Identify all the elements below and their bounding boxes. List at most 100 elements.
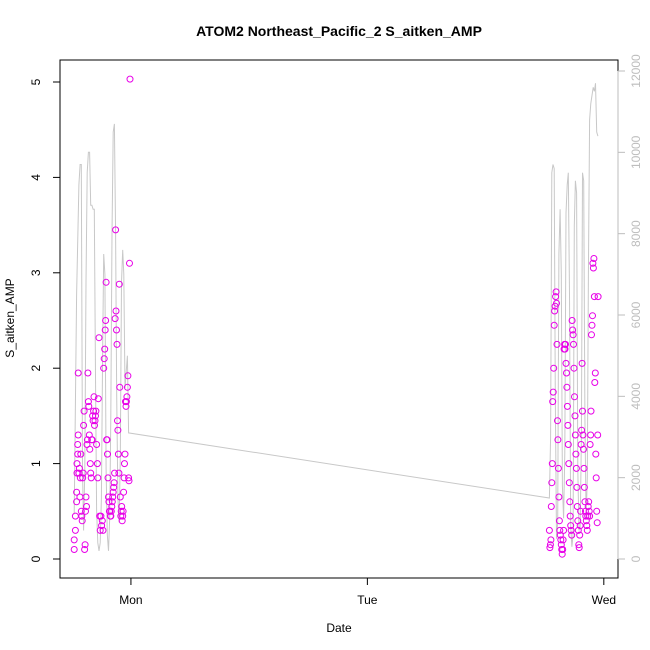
data-point [566,512,574,520]
data-point [77,450,85,458]
data-point [570,364,578,372]
data-point [563,383,571,391]
data-point [553,299,560,307]
data-point [579,431,587,439]
data-point [114,450,122,458]
data-point [87,474,95,482]
data-point [570,340,577,348]
y-axis-right: 0 2000 4000 6000 8000 10000 12000 [617,54,643,562]
data-point [75,464,83,472]
data-point [545,526,553,534]
data-point [119,512,127,520]
data-point [569,326,577,334]
data-point [573,503,581,510]
data-point [118,517,126,525]
data-point [567,526,575,534]
data-point [554,464,562,472]
y-tick-label: 2 [29,365,43,372]
data-point [102,317,110,324]
data-point [589,264,597,272]
data-point [70,536,78,544]
data-point [121,460,128,468]
data-point [125,477,133,485]
data-point [546,544,554,552]
data-point [573,483,581,491]
data-point [117,507,125,515]
data-point [593,507,601,515]
data-point [554,417,561,425]
data-point [575,541,583,549]
x-tick-label: Wed [592,593,616,607]
data-point [552,288,560,296]
data-point [94,474,102,482]
data-point [591,379,599,386]
x-tick-label: Mon [119,593,142,607]
data-point [557,541,565,549]
data-point [99,526,107,534]
data-point [116,493,124,501]
data-point [592,450,600,458]
data-point [553,340,561,348]
data-point [102,278,110,286]
data-point [105,493,112,501]
data-point [587,431,595,439]
y-tick-label: 3 [29,269,43,276]
data-point [100,364,108,372]
data-point [103,436,111,444]
data-point [574,526,582,534]
data-point [122,398,130,406]
data-point [583,522,591,530]
data-point [568,317,576,324]
y-tick-label: 5 [29,78,43,85]
y2-tick-label: 10000 [629,135,643,169]
data-point [586,441,594,448]
data-point [578,359,586,367]
data-point [109,488,117,496]
data-point [85,402,93,410]
data-point [590,293,598,301]
data-point [81,546,89,553]
data-point [580,483,588,491]
data-point [88,436,96,444]
y2-tick-label: 6000 [629,301,643,328]
data-point [78,517,86,525]
data-point [123,393,131,401]
x-tick-label: Tue [357,593,378,607]
data-point [563,402,571,410]
data-point [548,460,556,468]
data-point [565,460,573,468]
data-point [550,321,558,329]
data-point [93,441,101,448]
data-point [550,364,558,372]
data-point [82,507,89,515]
data-point [126,75,134,83]
data-point [586,512,594,520]
data-point [547,503,555,510]
data-point [560,526,568,534]
data-point [110,479,118,487]
data-point [562,359,570,367]
data-point [568,531,576,539]
data-point [104,474,112,482]
data-point [555,517,563,525]
data-point [559,536,567,544]
data-point [80,407,88,415]
data-point [557,536,565,544]
data-point [575,544,583,552]
data-point [92,407,100,415]
data-point [582,512,590,520]
data-point [584,512,592,520]
data-point [594,293,602,301]
data-point [108,503,116,510]
data-point [78,512,86,520]
data-point [94,395,102,403]
data-point [547,536,555,544]
data-point [79,474,87,482]
data-point [101,326,109,334]
data-point [82,493,90,501]
data-point [93,460,101,468]
data-point [581,498,589,506]
data-point [81,541,89,549]
data-point [579,407,586,415]
data-point [583,526,591,534]
